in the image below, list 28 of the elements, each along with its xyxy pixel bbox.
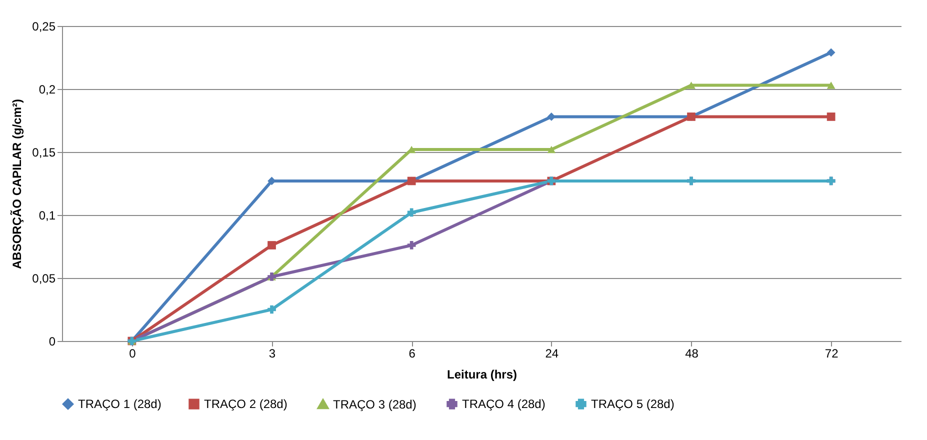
x-tick-label: 0 [129,346,136,360]
x-tick-label: 48 [685,346,699,360]
x-tick-label: 3 [268,346,276,360]
x-tick-label: 24 [545,346,559,360]
x-tick-label: 6 [408,346,416,360]
y-tick-label: 0,05 [32,272,56,286]
x-axis-title: Leitura (hrs) [446,368,518,382]
y-tick-label: 0,25 [32,20,56,34]
y-tick-label: 0,2 [38,82,56,96]
legend-label: TRAÇO 1 (28d) [78,397,162,412]
point [826,82,836,89]
y-tick-label: 0,1 [38,208,56,222]
point [687,82,696,89]
point [407,241,416,250]
point [826,112,836,121]
legend-label: TRAÇO 3 (28d) [333,397,416,412]
point [268,305,276,314]
y-tick-label: 0 [48,334,56,348]
point [407,208,416,217]
legend-label: TRAÇO 5 (28d) [591,397,674,412]
point [826,48,836,57]
y-axis-title: ABSORÇÃO CAPILAR (g/cm²) [10,99,24,269]
point [547,146,556,154]
legend-label: TRAÇO 4 (28d) [462,397,546,412]
legend-label: TRAÇO 2 (28d) [204,397,288,412]
point [268,241,276,250]
x-tick-label: 72 [824,346,839,360]
y-tick-label: 0,15 [32,146,56,160]
